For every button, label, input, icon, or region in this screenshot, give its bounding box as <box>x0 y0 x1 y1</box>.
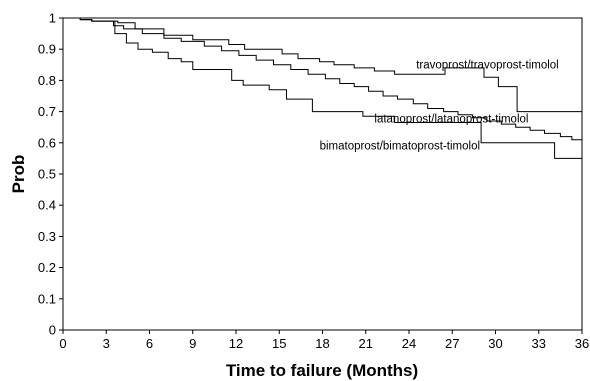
x-tick-label: 33 <box>532 336 546 351</box>
y-tick-label: 0 <box>49 323 56 338</box>
series-line-travoprost <box>63 17 582 113</box>
x-tick-label: 36 <box>575 336 589 351</box>
x-tick-label: 27 <box>445 336 459 351</box>
x-tick-label: 3 <box>103 336 110 351</box>
series-line-bimatoprost <box>63 17 582 159</box>
x-axis-ticks: 0 3 6 9 12 15 18 21 24 27 30 33 36 <box>59 330 589 351</box>
x-tick-label: 12 <box>229 336 243 351</box>
y-tick-label: 0.6 <box>38 135 56 150</box>
y-axis-ticks: 0 0.1 0.2 0.3 0.4 0.5 0.6 0.7 0.8 0.9 1 <box>38 11 63 338</box>
y-tick-label: 0.9 <box>38 42 56 57</box>
x-tick-label: 18 <box>315 336 329 351</box>
y-tick-label: 0.2 <box>38 260 56 275</box>
x-axis-title: Time to failure (Months) <box>226 361 418 380</box>
y-tick-label: 0.7 <box>38 104 56 119</box>
y-tick-label: 0.4 <box>38 198 56 213</box>
y-tick-label: 0.1 <box>38 291 56 306</box>
x-tick-label: 0 <box>59 336 66 351</box>
y-axis-title: Prob <box>9 155 28 194</box>
y-tick-label: 0.5 <box>38 167 56 182</box>
x-tick-label: 30 <box>488 336 502 351</box>
y-tick-label: 1 <box>49 11 56 26</box>
series-label-travoprost: travoprost/travoprost-timolol <box>416 60 559 72</box>
annotation-group: travoprost/travoprost-timolol latanoprost… <box>320 60 559 153</box>
x-tick-label: 24 <box>402 336 416 351</box>
x-tick-label: 15 <box>272 336 286 351</box>
series-group <box>63 17 582 159</box>
series-line-latanoprost <box>63 17 582 141</box>
series-label-bimatoprost: bimatoprost/bimatoprost-timolol <box>320 141 480 153</box>
y-tick-label: 0.3 <box>38 229 56 244</box>
y-tick-label: 0.8 <box>38 73 56 88</box>
x-tick-label: 9 <box>189 336 196 351</box>
x-tick-label: 21 <box>359 336 373 351</box>
series-label-latanoprost: latanoprost/latanoprost-timolol <box>374 114 528 126</box>
x-tick-label: 6 <box>146 336 153 351</box>
